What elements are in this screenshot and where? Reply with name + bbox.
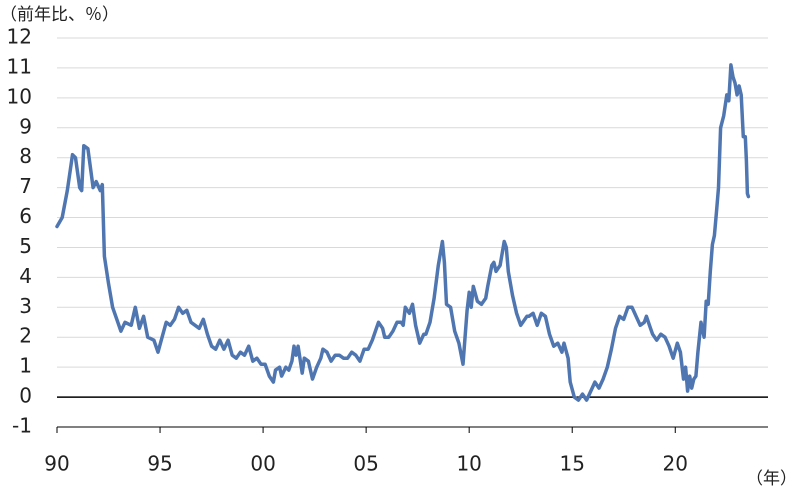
x-tick-label: 00 [250, 452, 275, 476]
y-tick-label: 8 [19, 144, 32, 168]
x-tick-label: 95 [147, 452, 172, 476]
y-tick-label: 10 [7, 84, 32, 108]
y-tick-label: 11 [7, 54, 32, 78]
x-tick-label: 10 [456, 452, 481, 476]
y-tick-label: 1 [19, 354, 32, 378]
y-axis-label: （前年比、％） [0, 5, 119, 25]
y-tick-label: 7 [19, 174, 32, 198]
line [55, 63, 751, 402]
y-tick-label: 0 [19, 384, 32, 408]
x-tick-label: 90 [44, 452, 69, 476]
y-tick-label: 9 [19, 114, 32, 138]
y-tick-label: -1 [12, 414, 32, 438]
y-tick-label: 2 [19, 324, 32, 348]
x-tick-label: 15 [559, 452, 584, 476]
y-tick-label: 12 [7, 25, 32, 49]
y-tick-label: 5 [19, 234, 32, 258]
x-tick-label: 20 [663, 452, 688, 476]
y-tick-label: 3 [19, 294, 32, 318]
x-tick-label: 05 [353, 452, 378, 476]
y-tick-label: 4 [19, 264, 32, 288]
x-axis-label: （年） [746, 469, 797, 489]
y-tick-label: 6 [19, 204, 32, 228]
